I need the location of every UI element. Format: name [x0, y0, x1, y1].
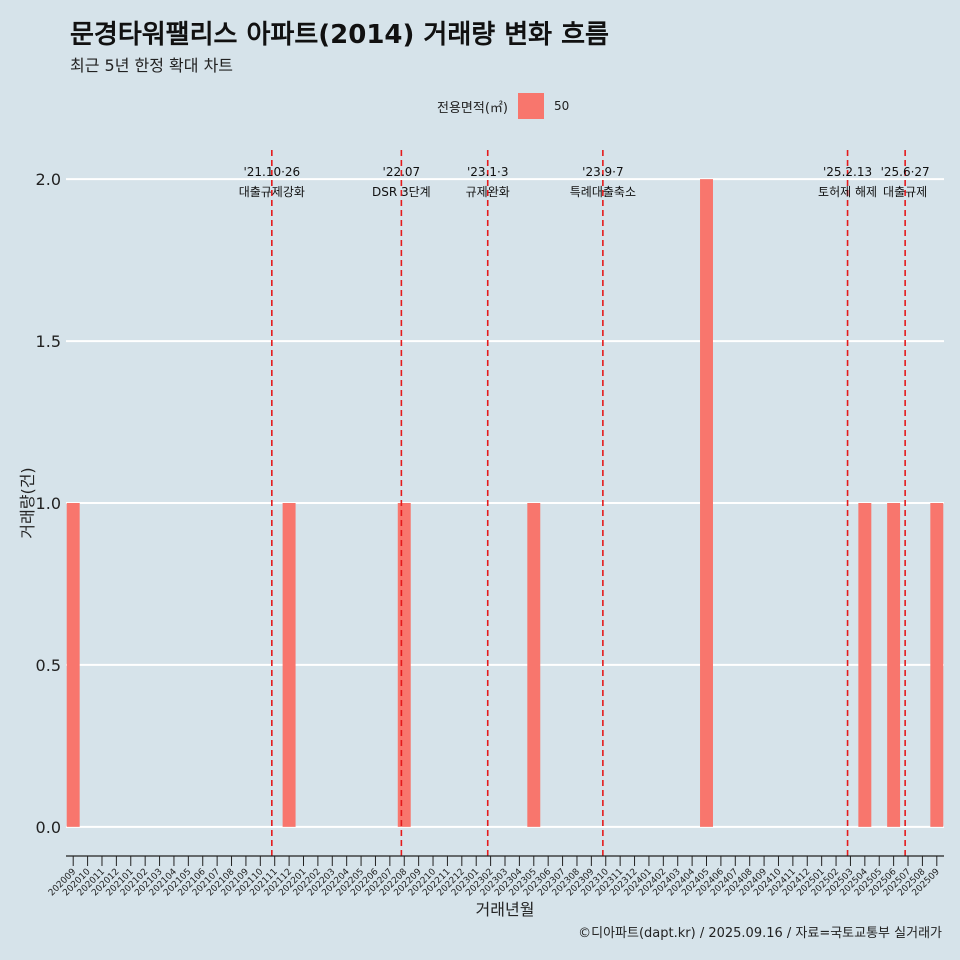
event-name-label: DSR 3단계 [372, 185, 431, 199]
event-date-label: '23.9·7 [582, 165, 623, 179]
chart-title: 문경타워팰리스 아파트(2014) 거래량 변화 흐름 [70, 20, 609, 50]
y-axis-title: 거래량(건) [18, 467, 37, 538]
event-name-label: 특례대출축소 [570, 185, 636, 199]
bar [527, 503, 541, 827]
x-axis-title: 거래년월 [476, 900, 535, 919]
legend-key-50 [517, 93, 544, 119]
bar [397, 503, 411, 827]
event-date-label: '23.1·3 [467, 165, 508, 179]
y-tick-label: 1.0 [36, 494, 61, 513]
event-name-label: 대출규제강화 [239, 185, 305, 199]
y-tick-label: 0.0 [36, 818, 61, 837]
event-date-label: '22.07 [383, 165, 421, 179]
y-tick-label: 0.5 [36, 656, 61, 675]
bar [282, 503, 296, 827]
legend-label-50: 50 [553, 99, 570, 113]
legend: 전용면적(㎡) 50 [437, 93, 569, 119]
event-date-label: '21.10·26 [243, 165, 300, 179]
legend-title: 전용면적(㎡) [437, 100, 508, 116]
y-tick-label: 2.0 [36, 170, 61, 189]
chart-subtitle: 최근 5년 한정 확대 차트 [70, 56, 234, 75]
y-tick-label: 1.5 [36, 332, 61, 351]
bar [887, 503, 901, 827]
bar [930, 503, 944, 827]
bar [858, 503, 872, 827]
bar [700, 179, 713, 827]
source-caption: ©디아파트(dapt.kr) / 2025.09.16 / 자료=국토교통부 실… [578, 926, 942, 941]
event-date-label: '25.2.13 [823, 165, 872, 179]
event-name-label: 대출규제 [883, 185, 927, 199]
event-name-label: 규제완화 [466, 185, 510, 199]
event-date-label: '25.6·27 [881, 165, 930, 179]
event-name-label: 토허제 해제 [818, 185, 877, 199]
bar [66, 503, 80, 827]
